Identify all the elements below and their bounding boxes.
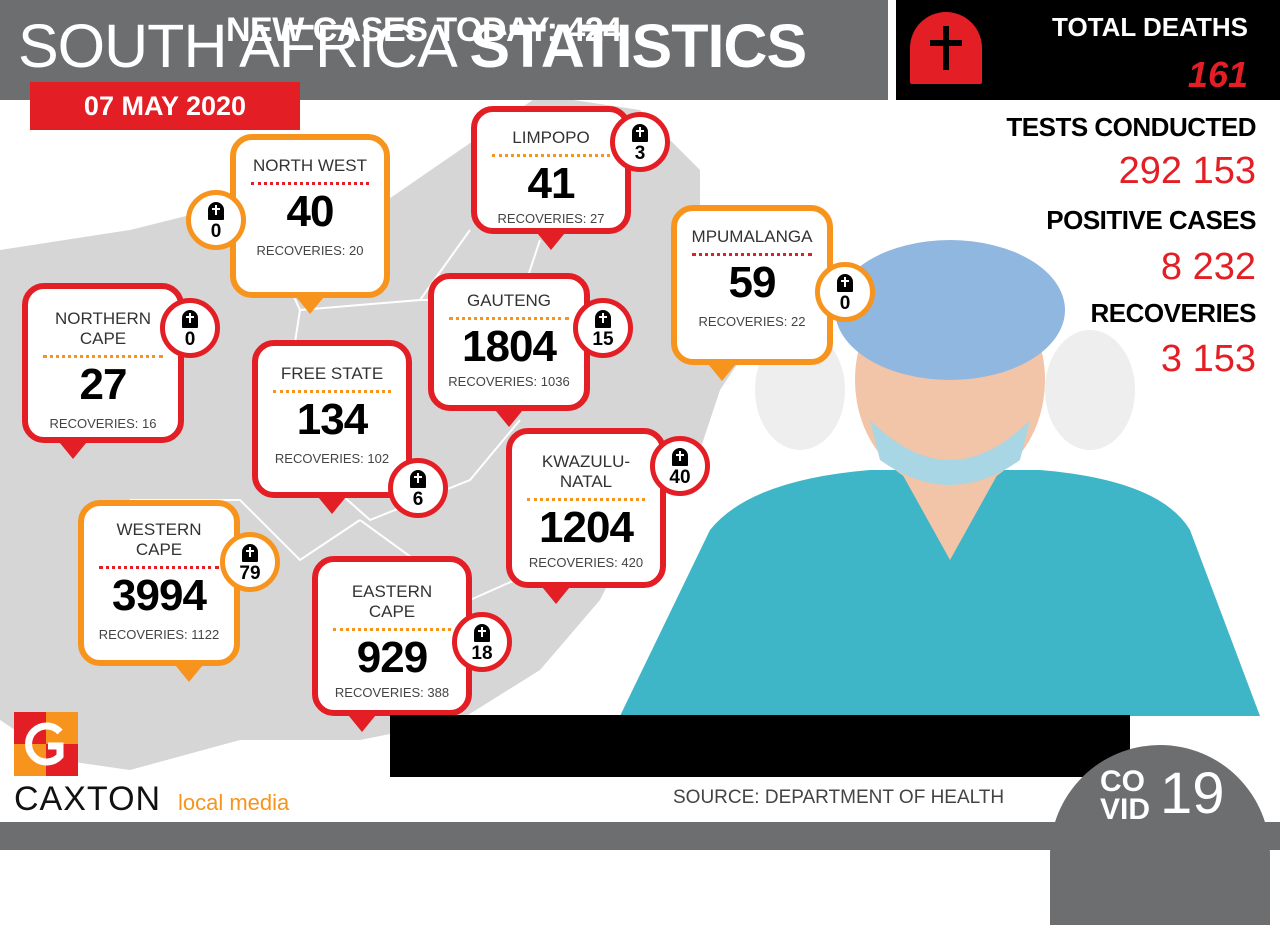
deaths-count: 15 xyxy=(592,329,614,350)
province-card-gauteng: GAUTENG 1804 RECOVERIES: 1036 xyxy=(428,273,590,427)
new-cases-text: NEW CASES TODAY: 424 xyxy=(226,11,622,49)
province-cases: 929 xyxy=(356,633,428,682)
province-name: NORTHERN CAPE xyxy=(54,309,152,348)
province-cases: 1804 xyxy=(462,322,557,371)
province-recoveries: RECOVERIES: 388 xyxy=(334,685,450,700)
province-name: FREE STATE xyxy=(280,364,384,383)
tests-label: TESTS CONDUCTED xyxy=(1006,112,1256,142)
deaths-badge-gauteng: 15 xyxy=(573,298,633,358)
province-recoveries: RECOVERIES: 20 xyxy=(256,243,364,258)
deaths-badge-eastern-cape: 18 xyxy=(452,612,512,672)
province-name: LIMPOPO xyxy=(512,128,590,147)
deaths-badge-northern-cape: 0 xyxy=(160,298,220,358)
deaths-count: 79 xyxy=(239,563,261,584)
province-card-free-state: FREE STATE 134 RECOVERIES: 102 xyxy=(252,340,412,514)
deaths-badge-north-west: 0 xyxy=(186,190,246,250)
covid-vid-text: VID xyxy=(1100,793,1151,826)
province-recoveries: RECOVERIES: 102 xyxy=(274,451,390,466)
province-recoveries: RECOVERIES: 27 xyxy=(497,211,605,226)
deaths-count: 0 xyxy=(184,329,196,350)
tombstone-icon xyxy=(242,544,258,562)
province-name: EASTERN CAPE xyxy=(351,582,433,621)
tombstone-icon xyxy=(910,12,982,84)
province-cases: 1204 xyxy=(539,503,634,552)
province-recoveries: RECOVERIES: 420 xyxy=(528,555,644,570)
province-cases: 41 xyxy=(527,159,576,208)
province-card-northern-cape: NORTHERN CAPE 27 RECOVERIES: 16 xyxy=(22,283,184,459)
province-name: WESTERN CAPE xyxy=(116,520,202,559)
recoveries-value: 3 153 xyxy=(1160,338,1256,380)
brand-name: CAXTON xyxy=(14,780,162,818)
province-cases: 59 xyxy=(728,258,777,307)
positive-label: POSITIVE CASES xyxy=(1046,205,1256,235)
covid-wordmark: CO VID xyxy=(1100,765,1151,826)
covid-19-text: 19 xyxy=(1160,761,1225,826)
province-recoveries: RECOVERIES: 16 xyxy=(49,416,157,431)
deaths-count: 6 xyxy=(412,489,424,510)
tombstone-icon xyxy=(208,202,224,220)
caxton-logo-icon xyxy=(14,712,78,776)
brand-subtitle: local media xyxy=(178,790,290,815)
deaths-badge-mpumalanga: 0 xyxy=(815,262,875,322)
tombstone-icon xyxy=(632,124,648,142)
recoveries-label: RECOVERIES xyxy=(1090,298,1257,328)
tests-value: 292 153 xyxy=(1118,150,1256,192)
deaths-count: 0 xyxy=(839,293,851,314)
province-name: MPUMALANGA xyxy=(691,227,813,246)
province-card-north-west: NORTH WEST 40 RECOVERIES: 20 xyxy=(230,134,390,314)
deaths-count: 18 xyxy=(471,643,493,664)
positive-value: 8 232 xyxy=(1160,246,1256,288)
total-deaths-value: 161 xyxy=(1187,54,1248,95)
tombstone-icon xyxy=(182,310,198,328)
province-name: NORTH WEST xyxy=(253,156,367,175)
province-recoveries: RECOVERIES: 1122 xyxy=(98,627,220,642)
province-name: GAUTENG xyxy=(466,291,552,310)
province-name: KWAZULU- NATAL xyxy=(541,452,631,491)
deaths-count: 0 xyxy=(210,221,222,242)
province-card-mpumalanga: MPUMALANGA 59 RECOVERIES: 22 xyxy=(671,205,833,381)
deaths-badge-kwazulu-natal: 40 xyxy=(650,436,710,496)
province-cases: 27 xyxy=(79,360,128,409)
deaths-badge-western-cape: 79 xyxy=(220,532,280,592)
province-card-eastern-cape: EASTERN CAPE 929 RECOVERIES: 388 xyxy=(312,556,472,732)
province-cases: 3994 xyxy=(112,571,207,620)
tombstone-icon xyxy=(595,310,611,328)
deaths-badge-limpopo: 3 xyxy=(610,112,670,172)
tombstone-icon xyxy=(410,470,426,488)
province-recoveries: RECOVERIES: 1036 xyxy=(448,374,570,389)
total-deaths-label: TOTAL DEATHS xyxy=(1052,12,1248,42)
source-text: SOURCE: DEPARTMENT OF HEALTH xyxy=(673,787,1005,808)
health-worker-image xyxy=(620,240,1260,716)
covid-co-text: CO xyxy=(1100,765,1145,798)
deaths-count: 40 xyxy=(669,467,691,488)
date-badge: 07 MAY 2020 xyxy=(30,82,300,130)
province-recoveries: RECOVERIES: 22 xyxy=(698,314,806,329)
tombstone-icon xyxy=(672,448,688,466)
province-card-western-cape: WESTERN CAPE 3994 RECOVERIES: 1122 xyxy=(78,500,240,682)
province-card-limpopo: LIMPOPO 41 RECOVERIES: 27 xyxy=(471,106,631,250)
new-cases-banner xyxy=(390,715,1130,777)
province-cases: 40 xyxy=(286,187,335,236)
province-card-kwazulu-natal: KWAZULU- NATAL 1204 RECOVERIES: 420 xyxy=(506,428,666,604)
tombstone-icon xyxy=(837,274,853,292)
deaths-count: 3 xyxy=(634,143,646,164)
page-title: SOUTH AFRICA STATISTICS xyxy=(18,12,807,80)
province-cases: 134 xyxy=(296,395,368,444)
deaths-badge-free-state: 6 xyxy=(388,458,448,518)
tombstone-icon xyxy=(474,624,490,642)
